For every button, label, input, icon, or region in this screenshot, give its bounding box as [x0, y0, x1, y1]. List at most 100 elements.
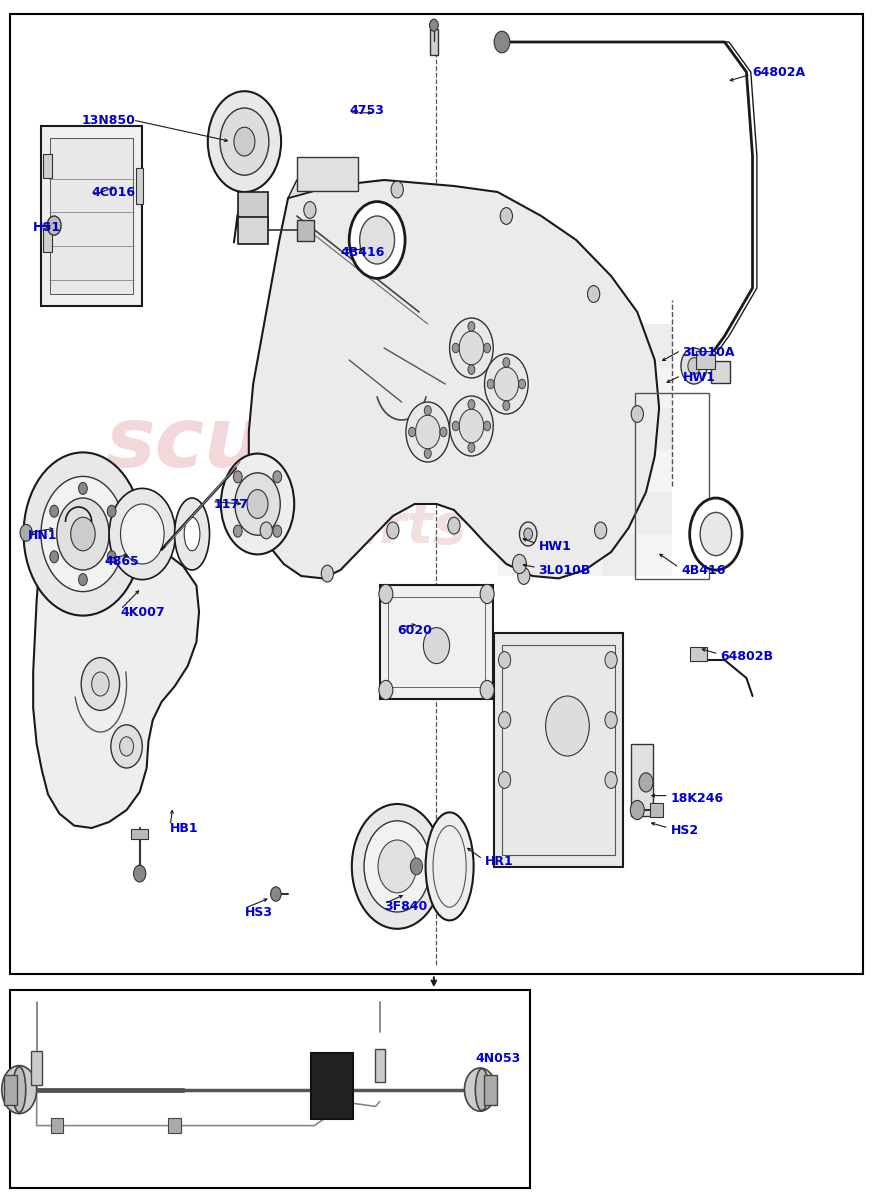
Bar: [168, 1118, 181, 1133]
Circle shape: [503, 401, 510, 410]
Bar: [567, 324, 602, 366]
Circle shape: [423, 628, 450, 664]
Bar: [711, 361, 730, 383]
Text: 4C016: 4C016: [92, 186, 135, 198]
Circle shape: [519, 379, 526, 389]
Bar: [311, 1054, 353, 1118]
Bar: [10, 14, 863, 974]
Text: 4K007: 4K007: [120, 606, 165, 618]
Text: 4865: 4865: [105, 556, 140, 568]
Circle shape: [235, 473, 280, 535]
Polygon shape: [33, 504, 199, 828]
Circle shape: [79, 574, 87, 586]
Circle shape: [518, 568, 530, 584]
Circle shape: [450, 318, 493, 378]
Circle shape: [480, 680, 494, 700]
Bar: [637, 324, 672, 366]
Circle shape: [464, 1068, 496, 1111]
Circle shape: [233, 526, 242, 538]
Bar: [136, 168, 143, 204]
Polygon shape: [249, 180, 659, 578]
Circle shape: [410, 858, 423, 875]
Circle shape: [24, 452, 142, 616]
Bar: [375, 1049, 385, 1082]
Circle shape: [416, 415, 440, 449]
Circle shape: [387, 522, 399, 539]
Text: HR1: HR1: [485, 856, 513, 868]
Bar: [533, 450, 567, 492]
Bar: [533, 492, 567, 534]
Circle shape: [109, 488, 175, 580]
Bar: [602, 534, 637, 576]
Bar: [637, 450, 672, 492]
Circle shape: [50, 551, 58, 563]
Bar: [41, 126, 142, 306]
Circle shape: [41, 476, 125, 592]
Bar: [131, 829, 148, 839]
Circle shape: [364, 821, 430, 912]
Bar: [237, 217, 268, 244]
Circle shape: [498, 772, 511, 788]
Text: HS3: HS3: [244, 906, 272, 918]
Polygon shape: [288, 166, 332, 198]
Bar: [602, 324, 637, 366]
Text: HW1: HW1: [539, 540, 572, 552]
Bar: [498, 408, 533, 450]
Text: 4B416: 4B416: [340, 246, 385, 258]
Circle shape: [440, 427, 447, 437]
Ellipse shape: [475, 1068, 489, 1111]
Circle shape: [498, 712, 511, 728]
Circle shape: [360, 216, 395, 264]
Bar: [297, 220, 314, 241]
Circle shape: [424, 449, 431, 458]
Circle shape: [134, 865, 146, 882]
Bar: [533, 366, 567, 408]
Circle shape: [519, 522, 537, 546]
Circle shape: [605, 712, 617, 728]
Bar: [637, 492, 672, 534]
Bar: [637, 408, 672, 450]
Bar: [602, 450, 637, 492]
Bar: [484, 1075, 498, 1104]
Bar: [630, 744, 653, 816]
Text: 4N053: 4N053: [476, 1052, 521, 1064]
Circle shape: [349, 202, 405, 278]
Circle shape: [480, 584, 494, 604]
Text: 3L010B: 3L010B: [539, 564, 591, 576]
Bar: [602, 492, 637, 534]
Text: 1177: 1177: [214, 498, 249, 510]
Bar: [10, 990, 530, 1188]
Circle shape: [468, 322, 475, 331]
Circle shape: [234, 127, 255, 156]
Text: HS1: HS1: [33, 222, 61, 234]
Circle shape: [588, 286, 600, 302]
Bar: [297, 157, 358, 191]
Circle shape: [468, 443, 475, 452]
Circle shape: [494, 367, 519, 401]
Circle shape: [260, 522, 272, 539]
Circle shape: [494, 31, 510, 53]
Bar: [430, 29, 438, 55]
Circle shape: [688, 358, 700, 374]
Bar: [237, 192, 268, 226]
Circle shape: [107, 551, 116, 563]
Bar: [602, 366, 637, 408]
Circle shape: [71, 517, 95, 551]
Bar: [51, 1118, 63, 1133]
Circle shape: [484, 421, 491, 431]
Circle shape: [233, 470, 242, 482]
Circle shape: [631, 406, 643, 422]
Circle shape: [524, 528, 533, 540]
Circle shape: [503, 358, 510, 367]
Circle shape: [430, 19, 438, 31]
Circle shape: [273, 526, 282, 538]
Text: 13N850: 13N850: [81, 114, 135, 126]
Text: 6020: 6020: [397, 624, 432, 636]
Circle shape: [512, 554, 526, 574]
Text: scuderia: scuderia: [106, 403, 505, 485]
Bar: [498, 492, 533, 534]
Circle shape: [468, 365, 475, 374]
Circle shape: [448, 517, 460, 534]
Circle shape: [452, 421, 459, 431]
Circle shape: [92, 672, 109, 696]
